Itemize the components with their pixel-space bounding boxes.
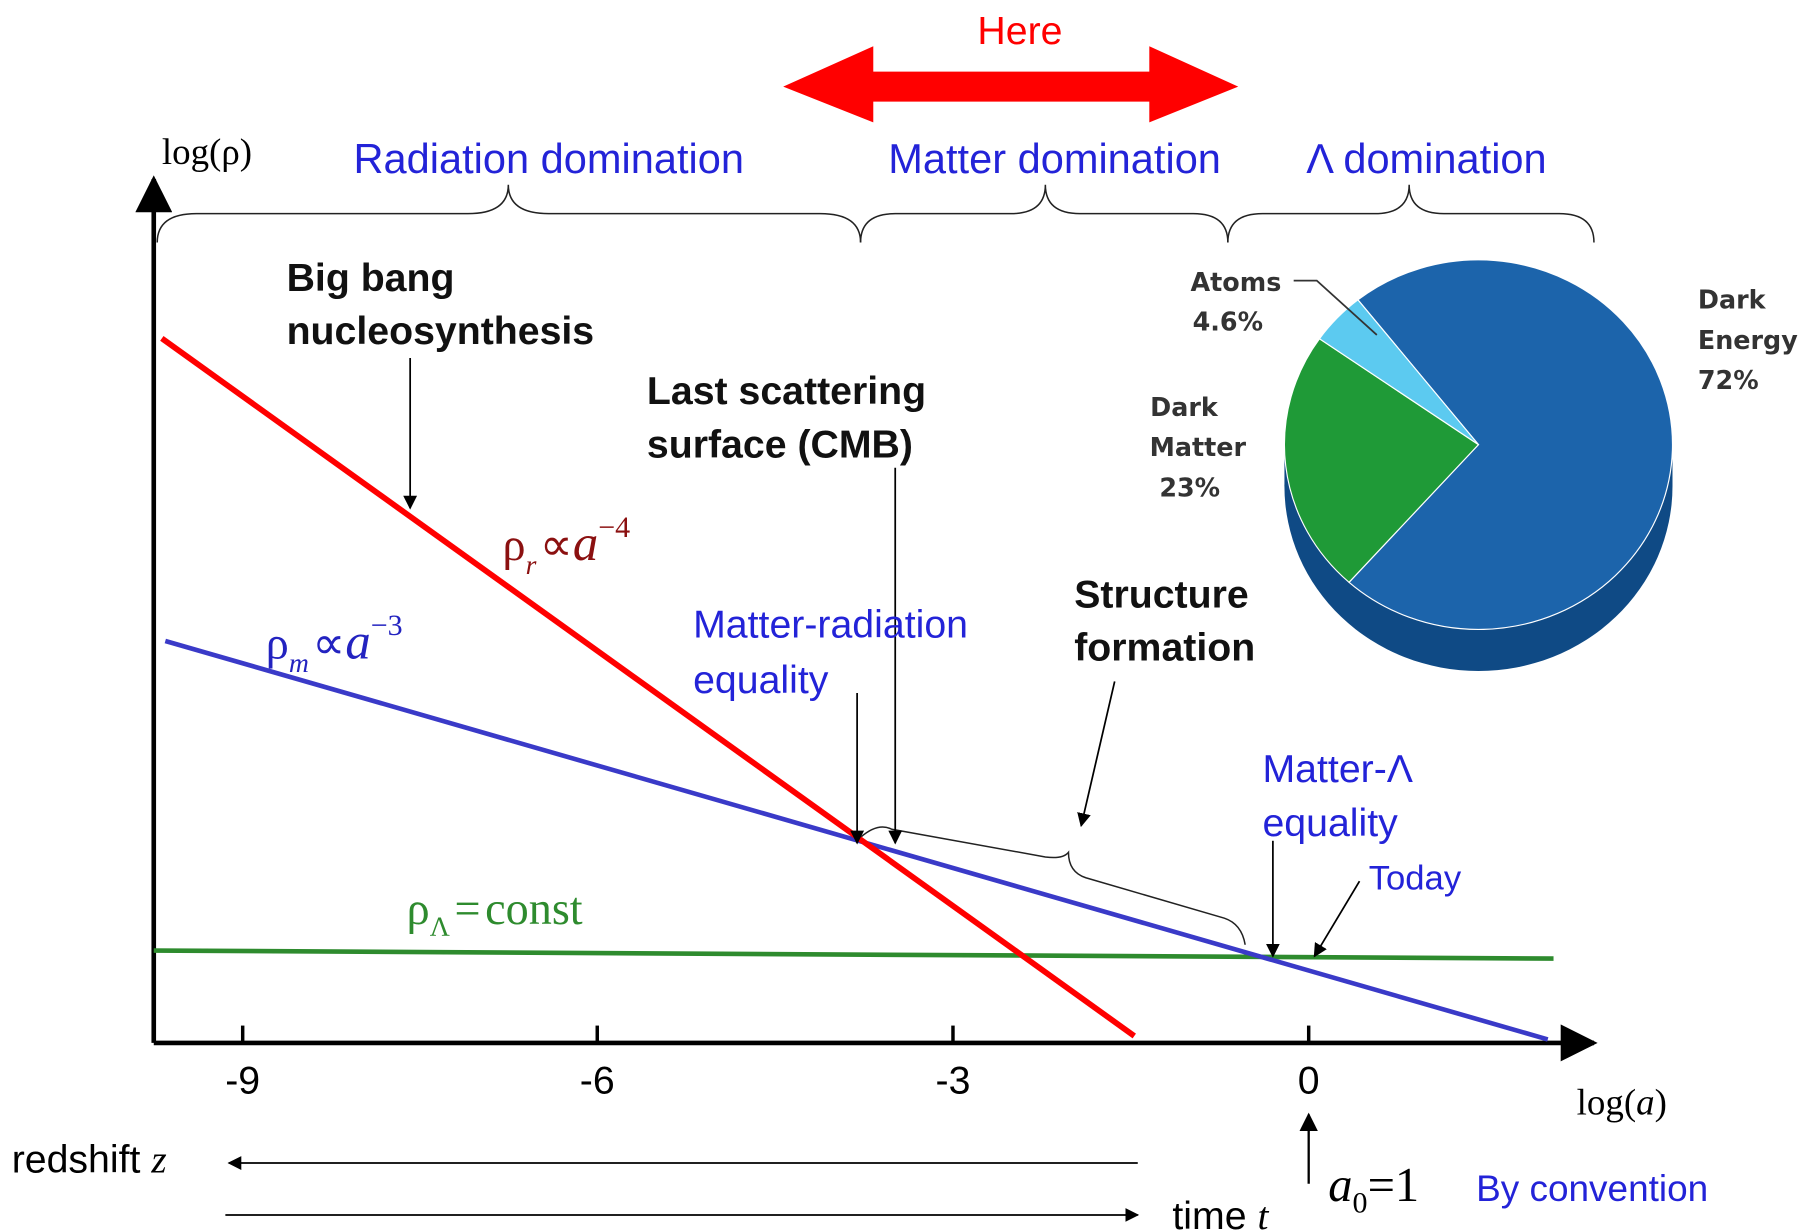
var: a [345,613,370,669]
here-label: Here [977,9,1062,53]
lambda-line [154,951,1554,959]
sym: ρ [407,883,430,934]
matter-formula: ρm∝a−3 [266,609,403,678]
x-label-part: ) [1655,1082,1667,1124]
rel: ∝ [540,519,573,570]
annotation: formation [1074,626,1255,670]
x-label-var: a [1636,1082,1654,1123]
sup: −4 [598,511,630,544]
time-label: time t [1172,1194,1269,1230]
y-axis-label: log(ρ) [162,131,252,173]
region-label: Λ domination [1306,135,1546,182]
redshift-label: redshift z [12,1137,167,1181]
annotation: Matter-Λ [1262,747,1413,791]
page: { "header": {"label": "Here"}, "axes": {… [0,0,1802,1230]
lambda-formula: ρΛ=const [407,883,583,942]
annotation: Big bang [287,256,455,300]
x-tick-label: -6 [580,1059,615,1103]
annotation: equality [693,658,829,702]
rest: const [485,883,583,934]
text: time [1172,1194,1257,1230]
x-tick-label: 0 [1298,1059,1320,1103]
arrow [1314,881,1359,956]
sub: r [526,549,537,580]
a0-label: a0=1 [1328,1159,1419,1220]
region-label: Matter domination [888,135,1221,182]
sup: −3 [371,609,403,642]
sym: ρ [266,617,289,668]
x-tick-label: -9 [225,1059,260,1103]
pie-value: 23% [1159,473,1220,503]
region-label: Radiation domination [354,135,744,182]
sub: 0 [1353,1187,1368,1220]
here-arrow [783,46,1238,122]
x-tick-label: -3 [936,1059,971,1103]
annotation: Matter-radiation [693,603,968,647]
pie-label: Dark [1150,392,1219,422]
radiation-formula: ρr∝a−4 [503,511,631,580]
var: a [1328,1159,1352,1212]
pie-label: Atoms [1191,267,1282,297]
rel: = [454,883,480,934]
var: z [150,1138,166,1181]
text: redshift [12,1137,152,1181]
annotation: Structure [1074,572,1248,616]
convention-label: By convention [1476,1168,1708,1209]
pie-value: 72% [1698,365,1759,395]
annotation: Today [1369,859,1462,897]
rel: ∝ [312,617,345,668]
pie-label: Dark [1698,284,1767,314]
pie-value: 4.6% [1193,306,1263,336]
annotation: Last scattering [647,369,926,413]
sub: Λ [430,910,450,941]
x-label-part: log( [1577,1082,1637,1124]
arrow [1081,681,1114,825]
annotation: nucleosynthesis [287,309,595,353]
x-axis-label: log(a) [1577,1082,1667,1124]
sym: ρ [503,519,526,570]
rest: =1 [1368,1159,1420,1212]
diagram: Here log(ρ) log(a) -9-6-30 Radiation dom… [0,0,1802,1230]
annotation: equality [1262,801,1398,845]
var: a [573,515,598,571]
annotation: surface (CMB) [647,422,913,466]
pie-label: Matter [1150,432,1247,462]
sub: m [289,647,309,678]
pie-label: Energy [1698,325,1798,355]
var: t [1257,1195,1269,1230]
